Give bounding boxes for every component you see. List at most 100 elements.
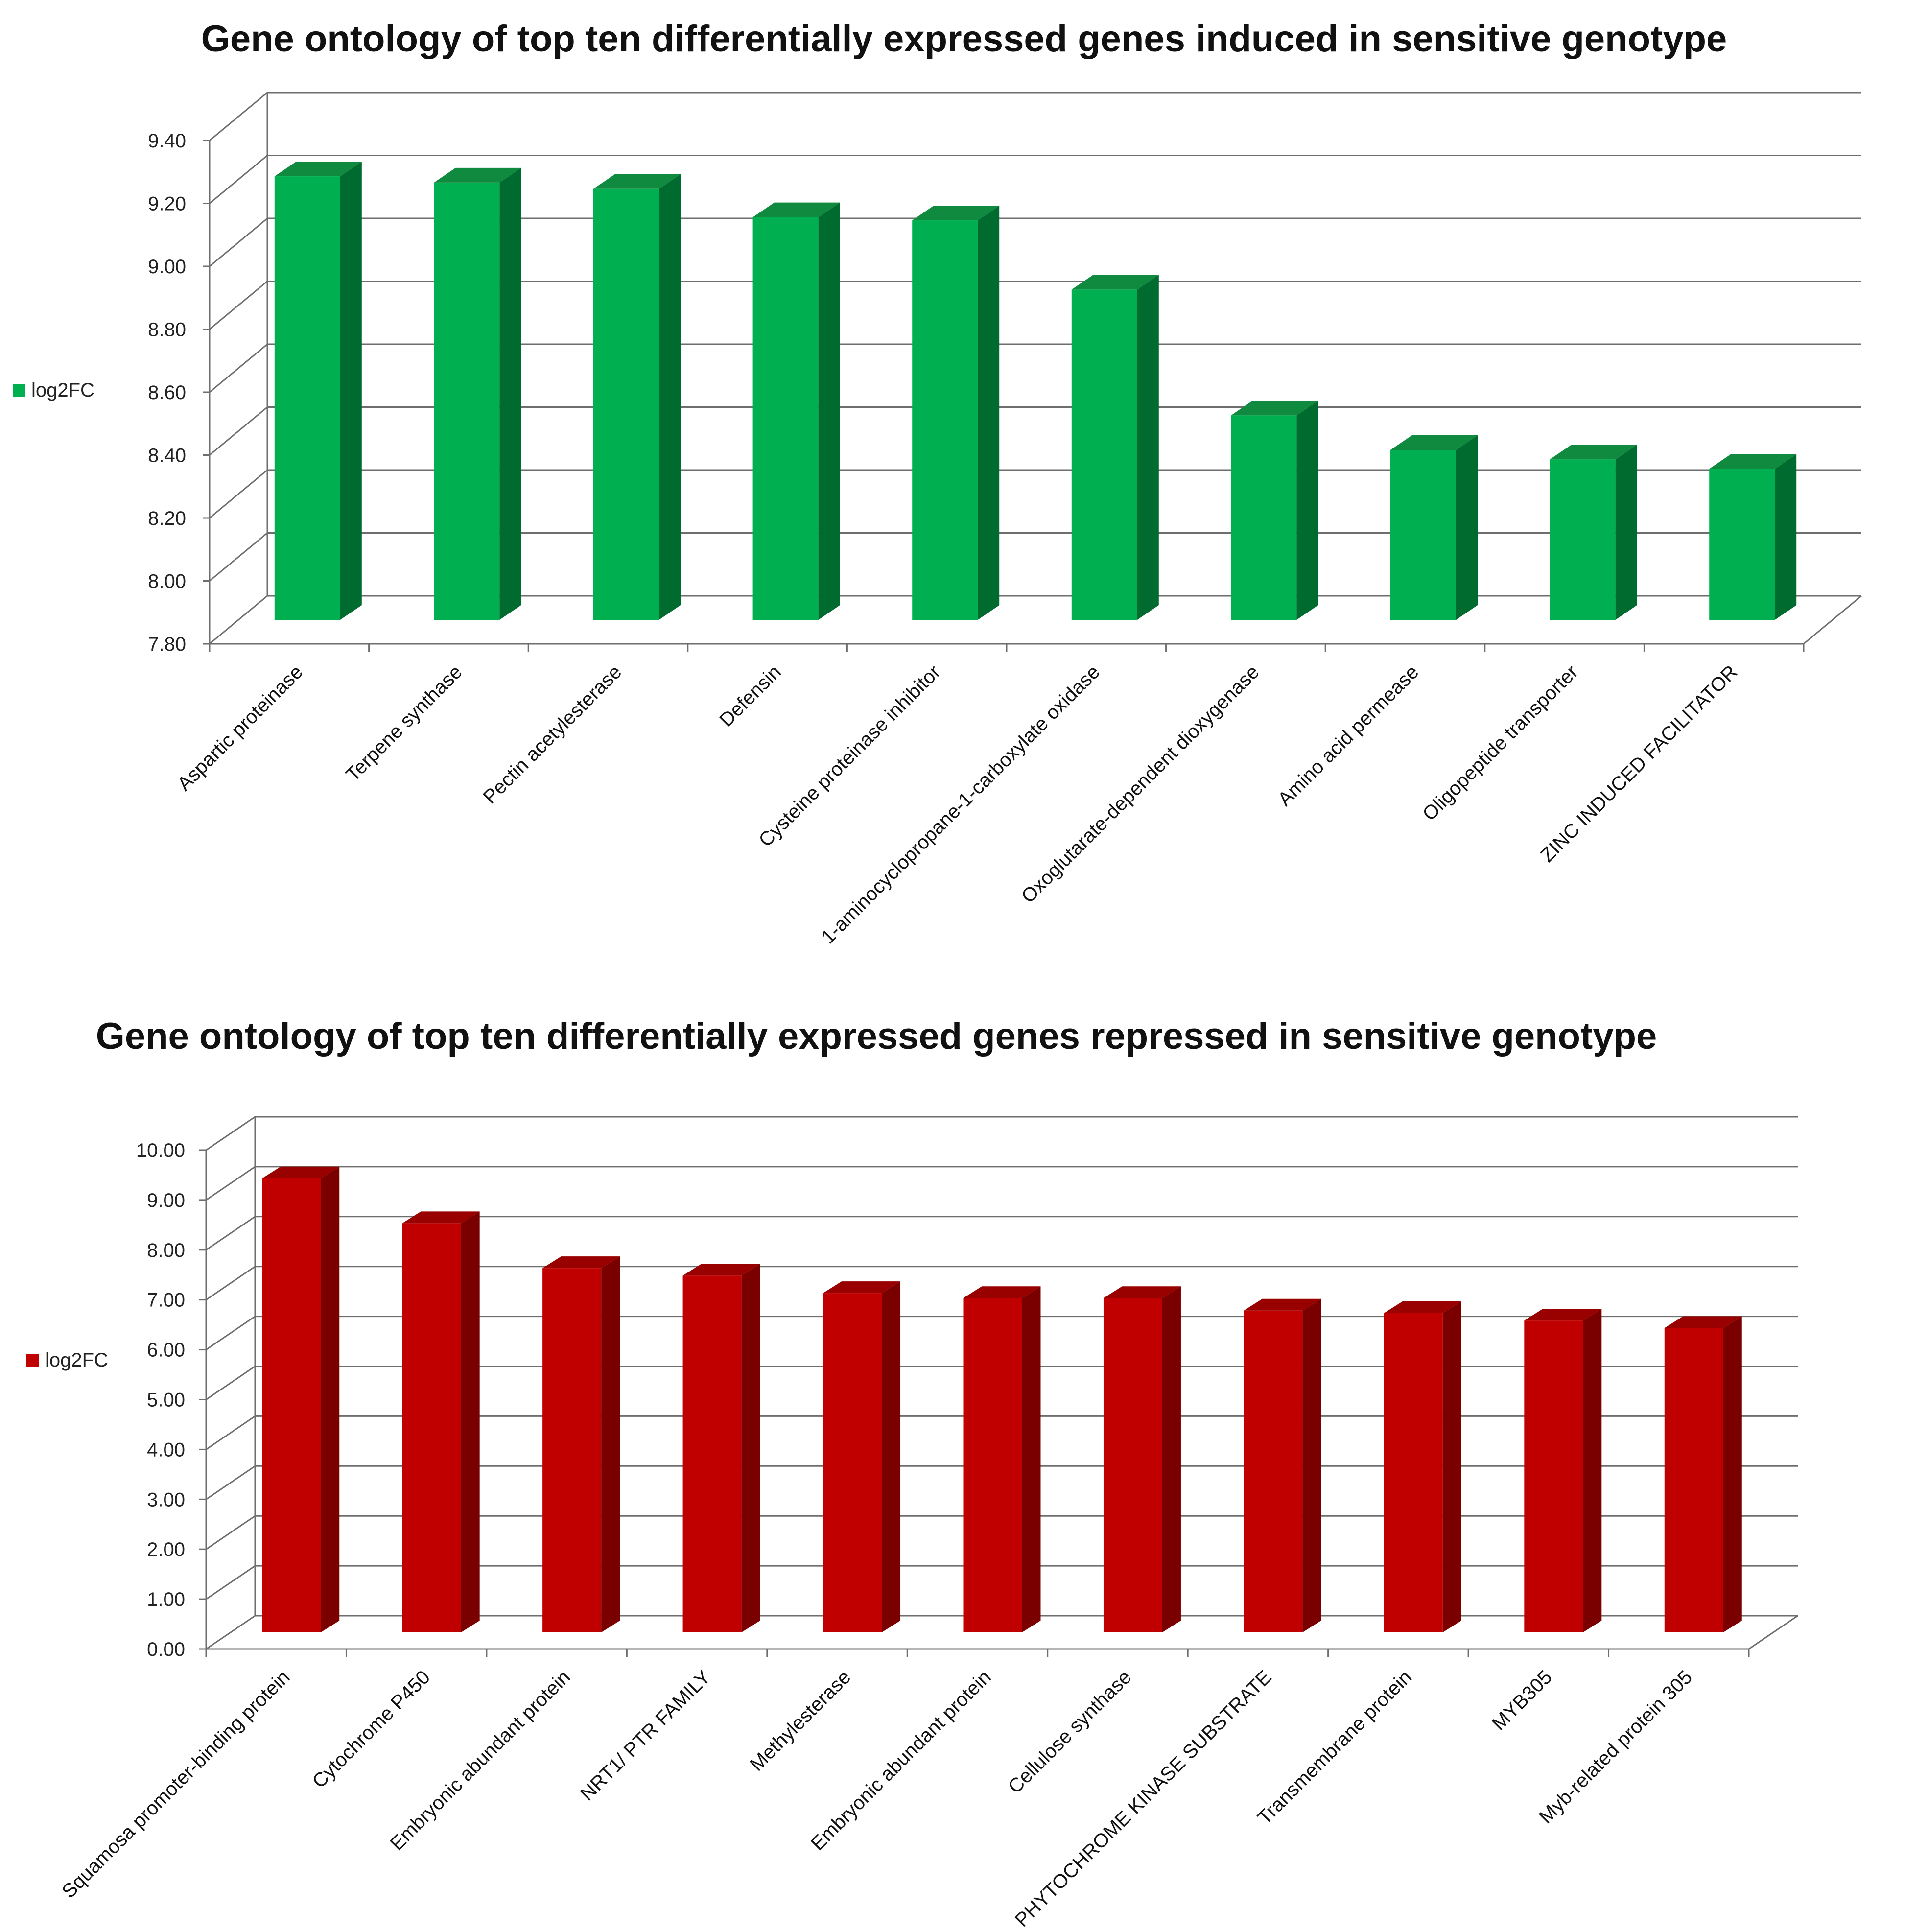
legend-label: log2FC <box>45 1349 108 1371</box>
bar-top <box>402 1211 480 1224</box>
x-category-label: 1-aminocyclopropane-1-carboxylate oxidas… <box>817 661 1104 948</box>
gridline-diagonal <box>206 1615 256 1650</box>
bar-top <box>682 1264 760 1276</box>
legend: log2FC <box>26 1349 108 1371</box>
bar-top <box>434 167 521 183</box>
x-category-label: NRT1/ PTR FAMILY <box>576 1666 715 1805</box>
bar-front <box>1390 450 1456 620</box>
y-tick-label: 8.60 <box>148 382 186 403</box>
x-category-label: Methylesterase <box>746 1666 855 1775</box>
gridline-diagonal <box>209 281 268 330</box>
gridline-diagonal <box>206 1316 256 1350</box>
gridline-diagonal <box>209 92 268 141</box>
bar-side <box>882 1281 901 1632</box>
y-tick-label: 8.20 <box>148 508 186 529</box>
chart-title: Gene ontology of top ten differentially … <box>96 1015 1657 1057</box>
bar-front <box>262 1178 321 1632</box>
x-category-label: ZINC INDUCED FACILITATOR <box>1536 661 1741 866</box>
x-category-layer: Squamosa promoter-binding protein Cytochr… <box>58 1666 1696 1931</box>
bar <box>912 206 1000 620</box>
bar-front <box>823 1293 882 1632</box>
bar <box>1524 1309 1602 1632</box>
gridline-diagonal <box>206 1415 256 1450</box>
bar-front <box>593 188 659 620</box>
bar-side <box>978 206 1000 620</box>
y-tick-label: 0.00 <box>147 1639 185 1660</box>
bar-side <box>340 162 362 620</box>
bar <box>1071 275 1159 620</box>
bar-side <box>659 174 681 620</box>
bar-front <box>1524 1320 1583 1632</box>
bar <box>1390 435 1478 620</box>
bar-front <box>682 1275 742 1632</box>
bar-side <box>461 1211 480 1632</box>
bar-top <box>1664 1316 1742 1328</box>
bar-top <box>1244 1298 1321 1311</box>
y-tick-label: 6.00 <box>147 1340 185 1361</box>
bar-side <box>1723 1316 1742 1632</box>
bar-side <box>1162 1286 1181 1632</box>
x-category-label: Defensin <box>715 661 785 731</box>
bar <box>823 1281 901 1632</box>
bar-top <box>1550 445 1637 460</box>
induced-genes-chart: Gene ontology of top ten differentially … <box>13 18 1862 948</box>
y-tick-label: 8.00 <box>147 1240 185 1261</box>
bar-front <box>1709 469 1775 620</box>
floor-edge <box>1803 595 1862 645</box>
gridline-diagonal <box>206 1465 256 1500</box>
bar <box>1244 1298 1321 1632</box>
floor-edge <box>1748 1615 1798 1650</box>
bar <box>1550 445 1637 620</box>
bar-front <box>274 176 340 620</box>
bar <box>262 1166 340 1632</box>
bar-top <box>912 206 1000 221</box>
bar-side <box>741 1264 760 1632</box>
x-category-label: PHYTOCHROME KINASE SUBSTRATE <box>1011 1666 1276 1931</box>
x-category-label: Myb-related protein 305 <box>1535 1666 1696 1828</box>
grid-layer <box>209 92 1862 652</box>
bar-front <box>1231 415 1297 620</box>
y-tick-label: 9.20 <box>148 193 186 215</box>
bar-front <box>434 182 500 620</box>
bar-side <box>601 1256 620 1632</box>
x-category-label: Squamosa promoter-binding protein <box>58 1666 294 1902</box>
gridline-diagonal <box>209 532 268 582</box>
bar-front <box>752 217 819 620</box>
bar <box>682 1264 760 1632</box>
y-tick-label: 10.00 <box>136 1140 185 1161</box>
bar <box>434 167 521 620</box>
bar-top <box>823 1281 901 1294</box>
bar-side <box>499 167 521 620</box>
bar-front <box>963 1298 1022 1632</box>
bar-top <box>262 1166 340 1178</box>
bar-front <box>1550 459 1616 620</box>
bar-top <box>1524 1309 1602 1321</box>
legend: log2FC <box>13 379 94 401</box>
bar-side <box>321 1166 340 1632</box>
bar-side <box>818 202 840 620</box>
bar-side <box>1022 1286 1041 1632</box>
y-tick-label: 3.00 <box>147 1489 185 1510</box>
x-category-label: Amino acid permease <box>1274 661 1423 810</box>
y-tick-label: 9.40 <box>148 130 186 152</box>
bar-top <box>274 162 362 177</box>
y-tick-label: 7.00 <box>147 1290 185 1311</box>
bar-front <box>402 1223 461 1632</box>
bar <box>542 1256 620 1632</box>
gridline-diagonal <box>206 1116 256 1151</box>
gridline-diagonal <box>209 343 268 393</box>
bar-top <box>1390 435 1478 450</box>
bar-front <box>912 220 978 620</box>
gridline-diagonal <box>206 1366 256 1400</box>
bar-top <box>593 174 681 189</box>
bar-front <box>1244 1310 1303 1632</box>
bar-side <box>1302 1298 1321 1632</box>
x-category-layer: Aspartic proteinase Terpene synthase Pecti… <box>173 661 1742 948</box>
gridline-diagonal <box>206 1216 256 1251</box>
gridline-diagonal <box>209 155 268 204</box>
bar-top <box>1709 454 1797 469</box>
gridline-diagonal <box>206 1266 256 1300</box>
bars-layer <box>262 1166 1742 1632</box>
y-tick-layer: 7.80 8.00 8.20 8.40 8.60 8.80 9.00 9.20 9.40 <box>148 130 210 655</box>
